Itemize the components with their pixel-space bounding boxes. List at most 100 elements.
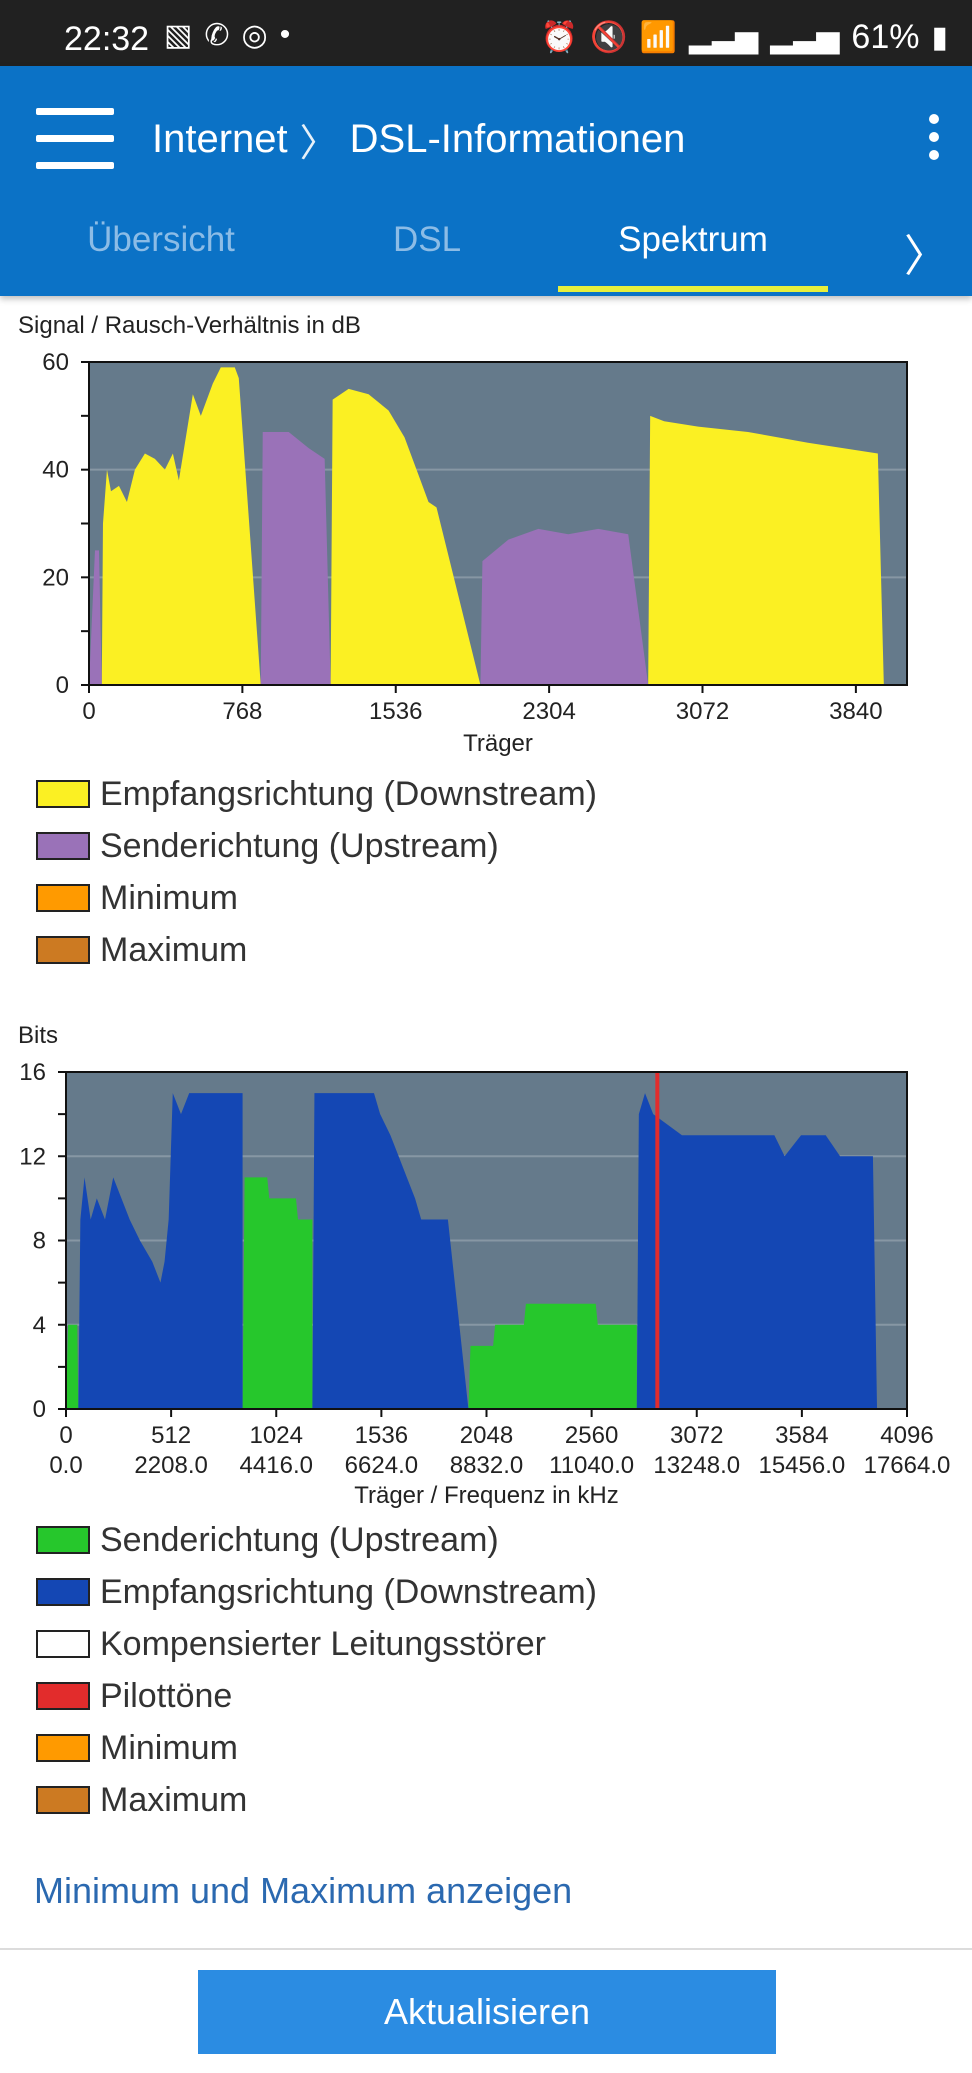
x-tick-label: 768 bbox=[222, 698, 262, 725]
whatsapp-icon: ✆ bbox=[204, 19, 230, 52]
y-tick-label: 8 bbox=[33, 1228, 46, 1255]
breadcrumb: Internet 〉 DSL-Informationen bbox=[152, 112, 685, 167]
y-tick-label: 12 bbox=[19, 1143, 46, 1170]
x-tick-label: 512 bbox=[151, 1422, 191, 1449]
tab-uebersicht[interactable]: Übersicht bbox=[87, 220, 235, 259]
x-tick-label: 3072 bbox=[676, 698, 729, 725]
app-bar: Internet 〉 DSL-Informationen Übersicht D… bbox=[0, 66, 972, 296]
x-tick-label: 1536 bbox=[355, 1422, 408, 1449]
y-tick-label: 20 bbox=[42, 564, 69, 591]
page-title: DSL-Informationen bbox=[349, 117, 686, 161]
y-tick-label: 60 bbox=[42, 349, 69, 376]
bits-chart-title: Bits bbox=[18, 1022, 59, 1049]
y-tick-label: 4 bbox=[33, 1312, 46, 1339]
tab-spektrum[interactable]: Spektrum bbox=[618, 220, 768, 259]
breadcrumb-parent[interactable]: Internet bbox=[152, 117, 288, 161]
legend-label: Empfangsrichtung (Downstream) bbox=[100, 774, 597, 813]
divider bbox=[0, 1948, 972, 1950]
x-tick-label: 2048 bbox=[460, 1422, 513, 1449]
refresh-button[interactable]: Aktualisieren bbox=[198, 1970, 776, 2054]
legend-swatch bbox=[36, 780, 90, 808]
battery-icon: ▮ bbox=[931, 21, 948, 54]
bits-chart: 0 4 8 12 16 0 0.0 512 2208.0 1024 4416.0 1536 6624.0… bbox=[19, 1059, 951, 1509]
legend-label: Senderichtung (Upstream) bbox=[100, 1520, 499, 1559]
x-tick-freq-label: 2208.0 bbox=[134, 1452, 207, 1479]
legend-swatch bbox=[36, 1682, 90, 1710]
legend-label: Empfangsrichtung (Downstream) bbox=[100, 1572, 597, 1611]
y-tick-label: 0 bbox=[56, 672, 69, 699]
x-tick-label: 3584 bbox=[775, 1422, 828, 1449]
more-vert-icon[interactable] bbox=[924, 114, 944, 164]
legend-item: Minimum bbox=[36, 1722, 597, 1774]
legend-item: Empfangsrichtung (Downstream) bbox=[36, 1566, 597, 1618]
legend-item: Empfangsrichtung (Downstream) bbox=[36, 768, 597, 820]
tab-dsl[interactable]: DSL bbox=[392, 220, 462, 259]
legend-swatch bbox=[36, 1578, 90, 1606]
x-tick-freq-label: 15456.0 bbox=[758, 1452, 845, 1479]
legend-swatch bbox=[36, 1734, 90, 1762]
x-tick-label: 2560 bbox=[565, 1422, 618, 1449]
legend-label: Pilottöne bbox=[100, 1676, 233, 1715]
signal-icon: ▂▃▅ bbox=[770, 21, 840, 54]
series-area-0 bbox=[101, 367, 884, 685]
x-tick-label: 3072 bbox=[670, 1422, 723, 1449]
clock: 22:32 bbox=[64, 20, 150, 58]
legend-swatch bbox=[36, 1630, 90, 1658]
wifi-icon: 📶 bbox=[639, 21, 677, 54]
x-tick-label: 3840 bbox=[829, 698, 882, 725]
legend-swatch bbox=[36, 884, 90, 912]
x-axis-label: Träger bbox=[463, 730, 533, 757]
legend-swatch bbox=[36, 936, 90, 964]
legend-label: Minimum bbox=[100, 878, 238, 917]
snr-chart: 0 20 40 60 0 768 1536 2304 3072 3840 Träger bbox=[42, 349, 908, 757]
alarm-icon: ⏰ bbox=[540, 21, 579, 54]
y-tick-label: 0 bbox=[33, 1396, 46, 1423]
legend-item: Senderichtung (Upstream) bbox=[36, 820, 597, 872]
show-min-max-link[interactable]: Minimum und Maximum anzeigen bbox=[34, 1870, 573, 1911]
snr-chart-title: Signal / Rausch-Verhältnis in dB bbox=[18, 312, 361, 339]
x-tick-freq-label: 17664.0 bbox=[864, 1452, 951, 1479]
x-tick-label: 4096 bbox=[880, 1422, 933, 1449]
tab-indicator bbox=[558, 286, 828, 292]
legend-item: Pilottöne bbox=[36, 1670, 597, 1722]
x-tick-freq-label: 6624.0 bbox=[345, 1452, 418, 1479]
x-tick-label: 0 bbox=[82, 698, 95, 725]
legend-swatch bbox=[36, 1526, 90, 1554]
snr-legend: Empfangsrichtung (Downstream) Senderichtu… bbox=[36, 768, 597, 976]
legend-label: Maximum bbox=[100, 1780, 248, 1819]
y-tick-label: 16 bbox=[19, 1059, 46, 1086]
x-tick-label: 2304 bbox=[522, 698, 575, 725]
chevron-right-icon[interactable]: 〉 bbox=[904, 232, 948, 281]
menu-icon[interactable] bbox=[36, 108, 114, 169]
legend-label: Minimum bbox=[100, 1728, 238, 1767]
x-tick-freq-label: 11040.0 bbox=[549, 1452, 634, 1479]
battery-level: 61% bbox=[851, 18, 920, 56]
chevron-right-icon: 〉 bbox=[299, 123, 338, 165]
legend-item: Kompensierter Leitungsstörer bbox=[36, 1618, 597, 1670]
bits-legend: Senderichtung (Upstream) Empfangsrichtung… bbox=[36, 1514, 597, 1826]
legend-item: Senderichtung (Upstream) bbox=[36, 1514, 597, 1566]
x-tick-freq-label: 8832.0 bbox=[450, 1452, 523, 1479]
instagram-icon: ◎ bbox=[241, 19, 268, 52]
legend-item: Maximum bbox=[36, 1774, 597, 1826]
x-tick-freq-label: 13248.0 bbox=[653, 1452, 740, 1479]
gallery-icon: ▧ bbox=[164, 19, 193, 52]
y-tick-label: 40 bbox=[42, 457, 69, 484]
legend-swatch bbox=[36, 832, 90, 860]
legend-label: Maximum bbox=[100, 930, 248, 969]
legend-label: Kompensierter Leitungsstörer bbox=[100, 1624, 547, 1663]
x-tick-freq-label: 0.0 bbox=[49, 1452, 82, 1479]
signal-icon: ▂▃▅ bbox=[688, 21, 759, 54]
series-area-1 bbox=[89, 431, 649, 685]
legend-label: Senderichtung (Upstream) bbox=[100, 826, 499, 865]
legend-item: Maximum bbox=[36, 924, 597, 976]
legend-swatch bbox=[36, 1786, 90, 1814]
tab-bar: Übersicht DSL Spektrum 〉 bbox=[0, 212, 972, 296]
series-area-1 bbox=[78, 1093, 878, 1409]
dot-icon: • bbox=[279, 18, 291, 51]
series-area-0 bbox=[66, 1177, 637, 1409]
x-tick-label: 1536 bbox=[369, 698, 422, 725]
mute-icon: 🔇 bbox=[590, 21, 628, 54]
status-bar: 22:32 ▧ ✆ ◎ • ⏰ 🔇 📶 ▂▃▅ ▂▃▅ 61% ▮ bbox=[0, 0, 972, 66]
x-axis-label: Träger / Frequenz in kHz bbox=[354, 1482, 619, 1509]
